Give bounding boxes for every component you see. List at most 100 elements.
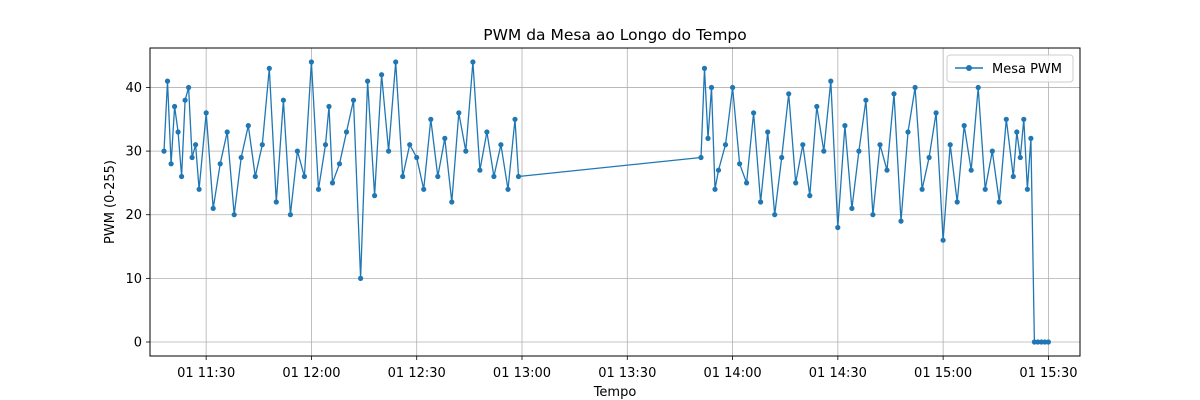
data-point [730,84,736,91]
legend-marker [966,65,972,71]
data-point [698,154,704,161]
data-point [779,154,785,161]
x-tick-label: 01 14:30 [809,366,867,381]
data-point [358,275,364,281]
data-point [1024,186,1030,192]
data-point [933,110,939,116]
data-point [435,173,441,180]
data-point [515,173,522,180]
data-point [182,97,188,103]
data-point [193,142,199,148]
data-point [259,142,265,148]
data-point [231,212,237,218]
data-point [891,91,897,97]
data-point [996,199,1002,205]
data-point [947,142,953,148]
data-point [287,212,293,218]
y-axis-label: PWM (0-255) [103,160,118,244]
data-point [975,84,981,91]
data-point [793,180,799,186]
data-point [814,103,820,110]
data-point [856,148,862,154]
data-point [898,218,904,224]
data-point [961,123,967,129]
data-point [491,173,497,180]
data-point [266,65,272,71]
data-point [470,59,476,65]
data-point [1010,173,1016,180]
chart-title: PWM da Mesa ao Longo do Tempo [483,26,747,44]
legend-box [946,54,1074,83]
data-point [280,97,286,103]
data-point [196,186,202,192]
data-point [849,205,855,211]
data-point [245,123,251,129]
data-point [870,212,876,218]
x-axis-label: Tempo [593,385,637,400]
y-tick-label: 40 [125,81,142,96]
data-point [161,148,167,154]
data-point [989,148,995,154]
data-point [919,186,925,192]
data-point [828,78,834,84]
data-point [1003,116,1009,122]
x-axis-ticks: 01 11:30 01 12:00 01 12:30 01 13:00 01 13:30… [177,356,1077,381]
x-tick-label: 01 15:30 [1019,366,1077,381]
data-point [708,84,715,91]
data-point [294,148,300,154]
data-point [940,237,946,243]
data-point [1028,135,1034,141]
x-tick-label: 01 14:00 [703,366,761,381]
series-line [163,61,1049,343]
data-point [1045,339,1051,345]
data-point [343,129,350,135]
gridlines [150,48,1080,356]
data-point [322,142,329,148]
data-point [175,129,181,135]
data-point [722,142,729,148]
data-point [217,161,223,167]
data-point [189,154,195,161]
data-point [982,186,988,192]
data-point [238,154,244,161]
x-tick-label: 01 11:30 [177,366,235,381]
data-point [164,78,171,84]
data-point [421,186,427,192]
legend: Mesa PWM [946,54,1074,83]
data-point [912,84,918,91]
y-tick-label: 0 [134,336,142,351]
data-point [393,59,399,65]
data-point [800,142,806,148]
data-point [400,173,406,180]
data-point [379,72,385,78]
data-point [308,59,314,65]
data-point [449,199,455,205]
data-point [737,161,743,167]
x-tick-label: 01 13:00 [493,366,551,381]
y-tick-label: 30 [125,145,142,160]
data-point [807,193,813,199]
data-point [954,199,960,205]
data-point [786,91,792,97]
legend-label: Mesa PWM [992,62,1062,77]
data-point [386,148,392,154]
data-point [772,212,778,218]
data-point [407,142,413,148]
data-point [905,129,911,135]
data-point [329,180,336,186]
data-point [1014,129,1020,135]
data-point [765,129,771,135]
data-point [744,180,750,186]
data-point [203,110,209,116]
data-point [172,103,178,110]
data-point [179,173,185,180]
data-point [758,199,764,205]
data-point [712,186,718,192]
data-point [751,110,757,116]
data-point [821,148,827,154]
data-point [336,161,343,167]
y-tick-label: 20 [125,208,142,223]
data-point [926,154,932,161]
data-point [168,161,174,167]
